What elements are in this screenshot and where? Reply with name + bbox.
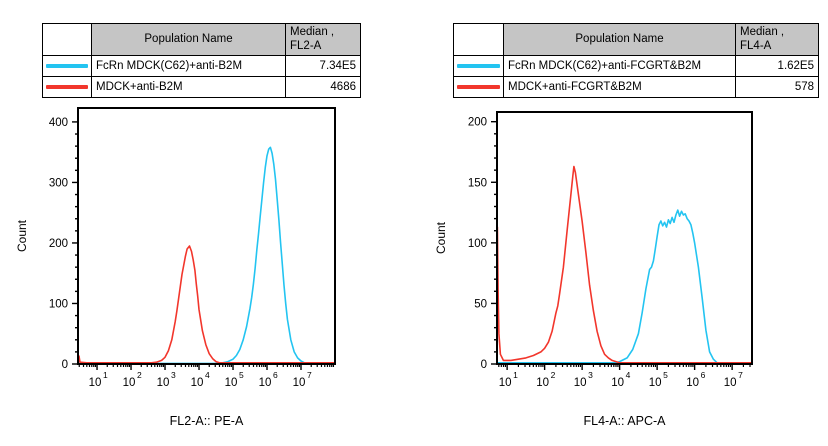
x-tick-label-exponent: 1 [513, 370, 518, 380]
x-tick-label-exponent: 3 [171, 370, 176, 380]
y-tick-label: 0 [481, 359, 487, 371]
legend-corner-cell [453, 23, 504, 56]
x-tick-label-exponent: 6 [701, 370, 706, 380]
x-tick-label-base: 10 [649, 377, 662, 389]
y-tick-label: 200 [468, 117, 487, 129]
x-tick-label-base: 10 [724, 377, 737, 389]
x-tick-label-base: 10 [123, 377, 136, 389]
population-name: MDCK+anti-B2M [91, 75, 286, 98]
x-tick-label-exponent: 7 [307, 370, 312, 380]
y-axis-ticks: 0 100 200 300 400 [49, 117, 78, 371]
x-tick-label-exponent: 3 [588, 370, 593, 380]
x-tick-label-exponent: 2 [551, 370, 556, 380]
x-tick-label-base: 10 [611, 377, 624, 389]
x-tick-label-base: 10 [89, 377, 102, 389]
median-value: 7.34E5 [285, 54, 361, 77]
x-tick-label-exponent: 7 [738, 370, 743, 380]
series-swatch-cyan [46, 63, 88, 68]
x-tick-label-exponent: 4 [205, 370, 210, 380]
y-tick-label: 100 [468, 238, 487, 250]
series-swatch-red [46, 84, 88, 89]
x-tick-label-base: 10 [536, 377, 549, 389]
legend-table-right: Population Name Median , FL4-A FcRn MDCK… [453, 23, 819, 98]
y-tick-label: 150 [468, 177, 487, 189]
median-value: 1.62E5 [735, 54, 819, 77]
plot-area-border [496, 111, 753, 365]
x-tick-label-base: 10 [686, 377, 699, 389]
series-swatch-cyan [457, 63, 500, 68]
median-header-line1: Median , [290, 26, 335, 38]
histogram-curves [78, 146, 335, 364]
median-value: 578 [735, 75, 819, 98]
x-tick-label-base: 10 [259, 377, 272, 389]
median-header-line2: FL4-A [740, 40, 772, 53]
population-name: FcRn MDCK(C62)+anti-B2M [91, 54, 286, 77]
population-name-header: Population Name [91, 23, 286, 56]
x-tick-label-exponent: 5 [239, 370, 244, 380]
median-header: Median , FL4-A [735, 23, 819, 56]
median-header: Median , FL2-A [285, 23, 361, 56]
x-tick-label-base: 10 [574, 377, 587, 389]
x-tick-label-exponent: 4 [626, 370, 631, 380]
plot-area-border [77, 107, 336, 365]
series-swatch-red [457, 84, 500, 89]
legend-row: FcRn MDCK(C62)+anti-FCGRT&B2M 1.62E5 [453, 54, 819, 77]
population-name-header: Population Name [503, 23, 736, 56]
histogram-curve [497, 165, 752, 364]
legend-table-left: Population Name Median , FL2-A FcRn MDCK… [42, 23, 361, 98]
x-tick-label-base: 10 [499, 377, 512, 389]
population-name: MDCK+anti-FCGRT&B2M [503, 75, 736, 98]
y-tick-label: 300 [49, 177, 68, 189]
median-header-line2: FL2-A [290, 40, 322, 53]
histogram-curve [78, 245, 335, 364]
y-tick-label: 400 [49, 117, 68, 129]
y-axis-ticks: 0 50 100 150 200 [468, 117, 497, 371]
x-tick-label-exponent: 6 [273, 370, 278, 380]
x-tick-label-exponent: 5 [663, 370, 668, 380]
legend-row: MDCK+anti-B2M 4686 [42, 75, 361, 98]
histogram-chart-left: 0100200300400101102103104105106107FL2-A:… [15, 107, 336, 428]
histogram-curve [497, 209, 752, 364]
histogram-curves [497, 165, 752, 364]
population-name: FcRn MDCK(C62)+anti-FCGRT&B2M [503, 54, 736, 77]
y-axis-title: Count [434, 221, 448, 254]
y-tick-label: 50 [474, 298, 487, 310]
x-tick-label-base: 10 [225, 377, 238, 389]
histogram-chart-right: 050100150200101102103104105106107FL4-A::… [434, 111, 753, 428]
x-axis-title: FL2-A:: PE-A [170, 414, 244, 428]
histogram-curve [78, 146, 335, 364]
x-axis-title: FL4-A:: APC-A [584, 414, 667, 428]
x-tick-label-base: 10 [157, 377, 170, 389]
y-tick-label: 100 [49, 298, 68, 310]
median-header-line1: Median , [740, 26, 785, 38]
legend-row: MDCK+anti-FCGRT&B2M 578 [453, 75, 819, 98]
x-tick-label-base: 10 [191, 377, 204, 389]
x-tick-label-exponent: 1 [103, 370, 108, 380]
median-value: 4686 [285, 75, 361, 98]
y-tick-label: 0 [62, 359, 68, 371]
y-tick-label: 200 [49, 238, 68, 250]
x-tick-label-base: 10 [293, 377, 306, 389]
x-tick-label-exponent: 2 [137, 370, 142, 380]
y-axis-title: Count [15, 219, 29, 252]
legend-row: FcRn MDCK(C62)+anti-B2M 7.34E5 [42, 54, 361, 77]
legend-corner-cell [42, 23, 92, 56]
